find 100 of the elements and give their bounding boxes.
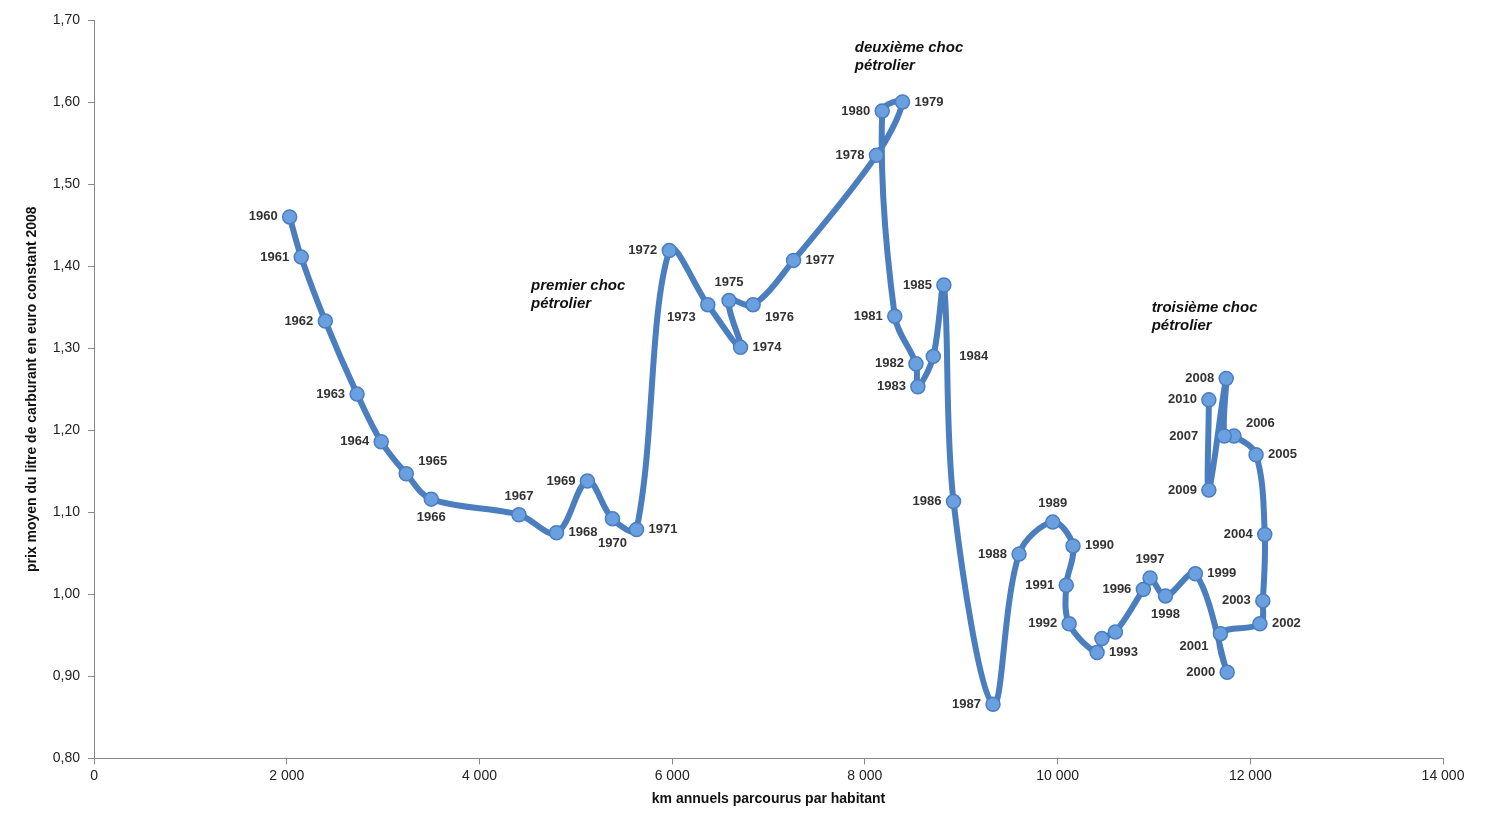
point <box>1107 624 1124 640</box>
point <box>785 252 802 269</box>
point <box>894 94 911 110</box>
x-tick-label: 12 000 <box>1228 766 1272 783</box>
y-tick-label: 1,60 <box>52 92 81 109</box>
point <box>1058 577 1075 594</box>
annotation: 1964 <box>340 433 370 449</box>
point <box>1045 514 1061 530</box>
point <box>945 493 962 510</box>
x-tick-label: 4 000 <box>461 766 498 783</box>
point <box>281 209 298 225</box>
annotation: premier choc pétrolier <box>530 276 626 312</box>
y-tick-label: 1,30 <box>52 339 81 356</box>
annotation: 1990 <box>1085 537 1114 553</box>
point <box>604 511 621 527</box>
annotation: 1999 <box>1207 565 1237 581</box>
point <box>745 296 761 313</box>
y-tick-label: 0,80 <box>52 749 81 766</box>
annotation: 1997 <box>1135 550 1165 566</box>
x-tick-label: 2 000 <box>269 766 305 783</box>
point <box>887 308 903 324</box>
annotation: 1983 <box>876 378 906 394</box>
point <box>1252 616 1268 632</box>
annotation: 1970 <box>597 534 627 550</box>
point <box>908 356 924 372</box>
annotation: 2005 <box>1268 446 1297 462</box>
annotation: 1984 <box>959 347 989 363</box>
point <box>1201 392 1217 408</box>
annotation: 1978 <box>835 146 865 162</box>
point <box>398 465 414 482</box>
point <box>910 378 926 395</box>
annotation: 1962 <box>284 312 314 328</box>
point <box>1248 447 1264 463</box>
annotation: 2001 <box>1179 637 1209 653</box>
point <box>511 506 527 523</box>
y-axis-title: prix moyen du litre de carburant en euro constant 2008 <box>23 206 40 573</box>
point <box>1218 370 1234 387</box>
annotation: 1972 <box>628 242 658 258</box>
annotation: 1967 <box>504 487 534 503</box>
annotation: 1963 <box>316 385 346 401</box>
annotation: troisième choc pétrolier <box>1150 298 1259 334</box>
x-tick-label: 0 <box>90 766 99 783</box>
annotation: 2003 <box>1221 592 1251 608</box>
annotation: 1966 <box>416 509 446 525</box>
annotation: 1981 <box>853 307 883 323</box>
point <box>373 433 389 450</box>
x-tick-label: 6 000 <box>654 766 690 783</box>
x-tick-label: 10 000 <box>1036 766 1080 783</box>
point <box>349 386 365 402</box>
annotation: 2006 <box>1245 415 1275 431</box>
point <box>874 103 890 119</box>
x-tick-label: 14 000 <box>1421 766 1465 783</box>
y-tick-label: 1,70 <box>52 10 81 27</box>
annotation: 1975 <box>714 273 744 289</box>
point <box>1212 625 1229 642</box>
point <box>661 242 678 259</box>
annotation: 1985 <box>902 276 932 292</box>
x-tick-label: 8 000 <box>847 766 883 783</box>
point <box>1065 538 1081 554</box>
annotation: 1991 <box>1025 576 1055 592</box>
annotation: 1974 <box>752 338 783 354</box>
point <box>721 292 737 309</box>
annotation: 2002 <box>1271 615 1301 631</box>
annotation: 1982 <box>875 355 904 371</box>
annotation: 2007 <box>1169 427 1199 443</box>
annotation: 1988 <box>978 545 1008 561</box>
annotation: 1968 <box>568 524 598 540</box>
annotation: 1976 <box>765 308 795 324</box>
y-tick-label: 1,40 <box>52 256 81 273</box>
annotation: 1965 <box>418 452 448 468</box>
y-tick-label: 1,50 <box>52 174 81 191</box>
annotation: 2004 <box>1223 526 1254 541</box>
annotation: deuxième choc pétrolier <box>853 38 964 74</box>
annotation: 1980 <box>841 102 871 118</box>
annotation: 1987 <box>952 695 982 711</box>
point <box>868 147 885 164</box>
annotation: 1973 <box>666 308 696 324</box>
annotation: 1977 <box>805 251 835 267</box>
y-tick-label: 1,10 <box>52 503 81 520</box>
point <box>1061 616 1077 632</box>
x-axis-title: km annuels parcourus par habitant <box>651 790 886 807</box>
annotation: 1986 <box>912 493 942 509</box>
point <box>628 521 645 538</box>
point <box>1094 630 1110 647</box>
point <box>1219 664 1235 680</box>
point <box>1201 482 1217 498</box>
point <box>732 339 749 356</box>
annotation: 1996 <box>1102 580 1132 596</box>
y-tick-label: 1,20 <box>52 421 81 438</box>
annotation: 1992 <box>1028 615 1058 631</box>
point <box>925 348 942 365</box>
y-tick-label: 0,90 <box>52 667 81 684</box>
annotation: 2008 <box>1185 370 1215 386</box>
point <box>1255 593 1271 609</box>
point <box>936 277 952 293</box>
point <box>1187 566 1204 582</box>
point <box>985 696 1001 712</box>
annotation: 1969 <box>546 472 576 488</box>
annotation: 1979 <box>914 93 944 109</box>
point <box>423 491 440 507</box>
